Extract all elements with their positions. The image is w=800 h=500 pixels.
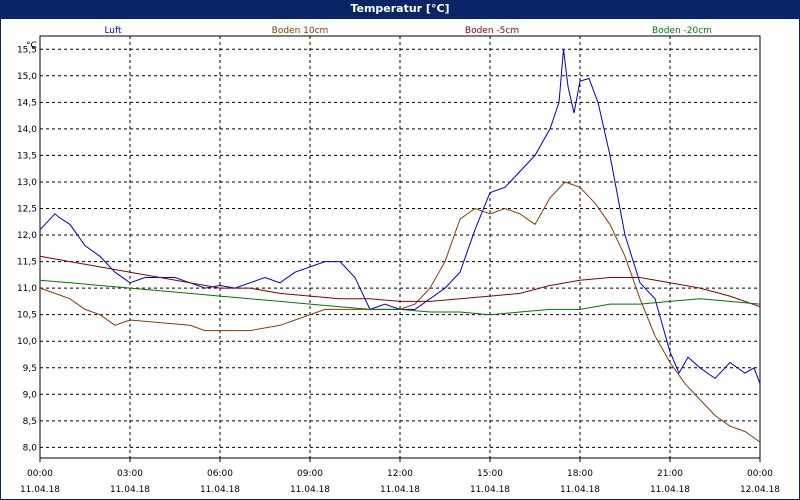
x-tick-label: 21:00 — [657, 469, 683, 479]
y-tick-label: 14,0 — [17, 125, 37, 135]
x-tick-label: 12:00 — [387, 469, 413, 479]
legend-entry: Boden -5cm — [465, 26, 519, 36]
series-line-4 — [39, 279, 761, 316]
y-tick-label: 11,5 — [17, 258, 37, 268]
x-tick-label: 06:00 — [207, 469, 233, 479]
x-tick-label: 03:00 — [117, 469, 143, 479]
y-tick-label: 12,5 — [17, 205, 37, 215]
x-tick-date: 11.04.18 — [110, 485, 150, 495]
legend-entry: Boden -20cm — [652, 26, 712, 36]
series-lines — [39, 49, 761, 443]
y-tick-label: 10,0 — [17, 337, 37, 347]
x-tick-label: 00:00 — [747, 469, 773, 479]
y-tick-label: 11,0 — [17, 284, 37, 294]
x-tick-label: 18:00 — [567, 469, 593, 479]
y-tick-label: 13,0 — [17, 178, 37, 188]
x-tick-date: 11.04.18 — [650, 485, 690, 495]
x-tick-date: 11.04.18 — [380, 485, 420, 495]
y-tick-label: 10,5 — [17, 311, 37, 321]
series-line-2 — [39, 181, 761, 443]
x-tick-label: 09:00 — [297, 469, 323, 479]
x-tick-label: 15:00 — [477, 469, 503, 479]
x-tick-date: 11.04.18 — [470, 485, 510, 495]
y-tick-label: 9,5 — [23, 364, 37, 374]
y-tick-label: 8,5 — [23, 417, 37, 427]
axes: 8,0 8,5 9,0 9,5 10,0 10,5 11,0 11,5 12,0 12,5 13,0… — [17, 35, 780, 495]
series-line-3 — [39, 255, 761, 308]
grid — [40, 36, 760, 458]
legend-entry: Boden 10cm — [272, 26, 329, 36]
legend-entry: Luft — [104, 26, 122, 36]
x-tick-date: 11.04.18 — [560, 485, 600, 495]
x-tick-date: 11.04.18 — [20, 485, 60, 495]
x-tick-date: 12.04.18 — [740, 485, 780, 495]
y-tick-label: 12,0 — [17, 231, 37, 241]
chart-title: Temperatur [°C] — [0, 0, 800, 18]
x-tick-date: 11.04.18 — [290, 485, 330, 495]
legend: Luft Boden 10cm Boden -5cm Boden -20cm — [104, 26, 712, 36]
y-tick-label: 8,0 — [23, 443, 38, 453]
y-axis-unit: °C — [26, 41, 37, 51]
y-tick-label: 9,0 — [23, 390, 38, 400]
x-tick-label: 00:00 — [27, 469, 53, 479]
y-tick-label: 13,5 — [17, 151, 37, 161]
y-tick-label: 15,0 — [17, 72, 37, 82]
y-tick-label: 14,5 — [17, 98, 37, 108]
y-tick-label: 15,5 — [17, 45, 37, 55]
x-tick-date: 11.04.18 — [200, 485, 240, 495]
